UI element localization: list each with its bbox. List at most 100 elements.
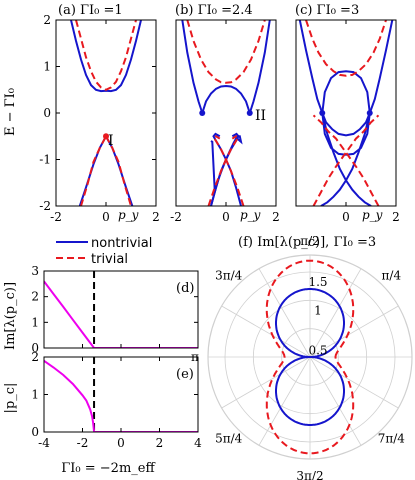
panel-e-xlabel: ΓI₀ = −2m_eff [61, 461, 156, 476]
panel-c-series-t_x1 [312, 114, 380, 206]
panel-e-ticks: 210-4 -2 0 2 4 [31, 350, 202, 450]
panel-a-annotation: I [108, 133, 114, 149]
panel-f-angle-label: π/4 [382, 269, 402, 283]
panel-d-series-group [44, 271, 198, 348]
panel-a-series-n_dn_l [78, 135, 107, 206]
panel-b-marker-0 [199, 110, 206, 116]
panel-e-xtick-label: 0 [117, 436, 125, 450]
panel-c-series-n_inner [321, 112, 371, 137]
panel-b-annotation: II [255, 108, 266, 124]
panel-b-marker-1 [246, 110, 253, 116]
panel-b-xtick-label: 0 [222, 210, 230, 224]
panel-e-label: (e) [176, 367, 194, 382]
panel-d-ytick-label: 2 [31, 290, 39, 304]
panel-a-band-structure: (a) ΓI₀ =1 2 1 0 -1 -2-2 0 2 E − ΓI₀ p_y I [3, 3, 160, 224]
panel-a-ytick-label: 1 [43, 60, 51, 74]
panel-a-marker-0 [103, 133, 109, 140]
panel-f-grid-spoke [309, 356, 362, 446]
panel-f-grid-spoke [258, 356, 311, 446]
panel-d-label: (d) [176, 281, 194, 296]
panel-b-series-t_up [186, 20, 266, 84]
panel-c-series-n_r [368, 20, 394, 114]
panel-f-grid-spoke [221, 356, 311, 409]
panel-d-frame [43, 270, 199, 349]
panel-e-xtick-label: -4 [38, 436, 50, 450]
panel-f-rtick-label: 1.5 [308, 275, 327, 289]
panel-d-ytick-label: 0 [31, 341, 39, 355]
panel-e-xtick-label: 4 [194, 436, 202, 450]
panel-d-ytick-label: 3 [31, 264, 39, 278]
panel-b-xlabel: p_y [240, 208, 261, 222]
panel-c-series-t_up [305, 20, 387, 77]
panel-a-series-t_up [75, 20, 137, 91]
panel-f-rtick-label: 0.5 [308, 344, 327, 358]
panel-f-angle-label: 5π/4 [215, 431, 243, 445]
panel-f-grid-spoke [309, 305, 399, 358]
panel-a-series-t_dn_l [80, 135, 107, 206]
panel-a-ylabel: E − ΓI₀ [3, 88, 18, 136]
panel-c-series-t_x2 [312, 114, 380, 206]
panel-c-series-group [298, 20, 394, 206]
panel-f-series-nontrivial [275, 288, 345, 426]
panel-a-ticks: 2 1 0 -1 -2-2 0 2 [39, 13, 160, 224]
panel-f-angle-label: 3π/4 [215, 269, 243, 283]
panel-b-xtick-label: 2 [272, 210, 280, 224]
panel-b-series-t_x2 [211, 135, 245, 206]
legend: nontrivial trivial [56, 236, 152, 267]
panel-f-angle-label: π [191, 350, 199, 364]
panel-c-xlabel: p_y [362, 208, 383, 222]
panel-a-ytick-label: -1 [39, 153, 51, 167]
panel-f-angle-label: 7π/4 [378, 431, 406, 445]
panel-c-marker-1 [366, 110, 373, 116]
panel-a-plot-area [55, 19, 157, 207]
panel-f-grid-spoke [258, 268, 311, 358]
panel-d-plot-area [43, 270, 199, 349]
panel-f-angle-label: π/2 [300, 234, 320, 248]
legend-label-nontrivial: nontrivial [91, 236, 152, 251]
panel-e-ytick-label: 1 [31, 388, 39, 402]
panel-b-series-group [181, 20, 271, 206]
panel-f-grid-spoke [221, 305, 311, 358]
panel-f-grid-spoke [309, 268, 362, 358]
panel-c-plot-area [295, 19, 397, 207]
panel-e-xtick-label: -2 [77, 436, 89, 450]
panel-c-xtick-label: 0 [342, 210, 350, 224]
panel-a-frame [55, 19, 157, 207]
panel-a-series-group [70, 20, 142, 206]
panel-a-title: (a) ΓI₀ =1 [58, 3, 123, 18]
panel-a-ytick-label: 0 [43, 106, 51, 120]
panel-b-series-n_r [248, 20, 271, 114]
panel-d-series-imlambda [44, 280, 198, 348]
panel-e-plot-area [43, 356, 199, 433]
panel-e-ylabel: |p_c| [3, 383, 18, 414]
panel-b-series-n_dome [201, 84, 251, 114]
panel-f-grid-spoke [309, 356, 399, 409]
panel-a-series-t_dn_r [105, 135, 132, 206]
panel-e-frame [43, 356, 199, 433]
panel-c-series-n_tail_r [320, 112, 371, 206]
panel-e-series-group [44, 357, 198, 432]
panel-d-ylabel: Im[λ(p_c)] [3, 282, 18, 350]
panel-e-ytick-label: 2 [31, 350, 39, 364]
panel-f-rtick-label: 1 [314, 303, 322, 317]
panel-e-xtick-label: 2 [156, 436, 164, 450]
panel-e-abs-pc: 210-4 -2 0 2 4 (e) |p_c| ΓI₀ = −2m_eff [3, 350, 202, 476]
panel-a-ytick-label: -2 [39, 199, 51, 213]
panel-e-series-abspc [44, 359, 198, 432]
panel-d-im-lambda: 3 2 1 0 (d) Im[λ(p_c)] [3, 264, 199, 355]
panel-b-series-n_loop [210, 135, 243, 206]
panel-f-polar: (f) Im[λ(p_c)], ΓI₀ =3 0.511.5π/2π/407π/… [191, 234, 413, 480]
panel-a-series-n_up [70, 20, 142, 93]
legend-label-trivial: trivial [91, 252, 128, 267]
panel-b-ticks: -2 0 2 [170, 20, 280, 224]
panel-a-ytick-label: 2 [43, 13, 51, 27]
panel-a-xtick-label: -2 [50, 210, 62, 224]
panel-c-xtick-label: 2 [392, 210, 400, 224]
panel-e-ytick-label: 0 [31, 425, 39, 439]
panel-d-ytick-label: 1 [31, 315, 39, 329]
panel-a-xtick-label: 0 [102, 210, 110, 224]
